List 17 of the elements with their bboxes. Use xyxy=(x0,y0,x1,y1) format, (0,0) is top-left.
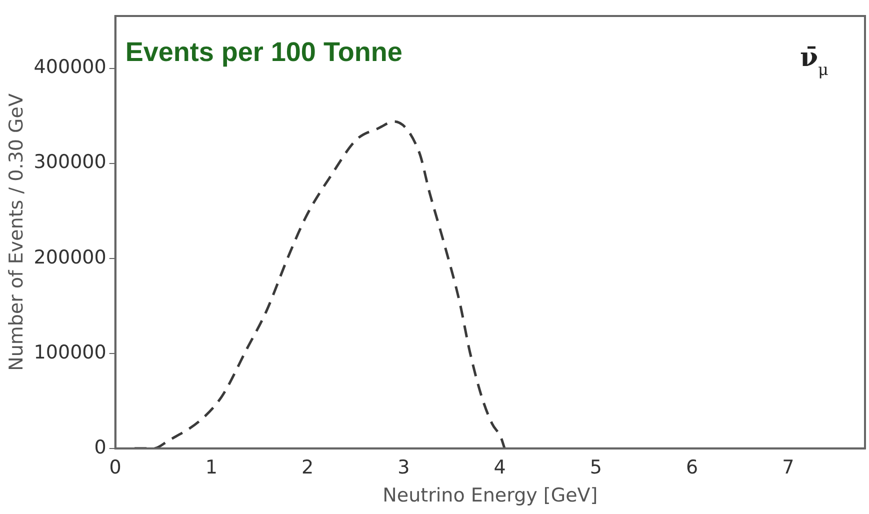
line-series xyxy=(133,120,506,448)
x-tick-label: 1 xyxy=(205,456,218,479)
y-tick-label: 0 xyxy=(94,436,106,458)
x-tick-label: 3 xyxy=(398,456,410,479)
y-tick-label: 300000 xyxy=(34,151,106,174)
x-tick-label: 6 xyxy=(686,456,698,479)
x-axis-title: Neutrino Energy [GeV] xyxy=(382,484,598,507)
y-tick-label: 200000 xyxy=(34,246,106,268)
x-tick-label: 2 xyxy=(302,456,314,479)
x-tick-label: 0 xyxy=(109,456,122,479)
y-tick-label: 100000 xyxy=(34,341,106,364)
x-tick-label: 7 xyxy=(782,456,794,479)
x-tick-label: 5 xyxy=(590,456,602,479)
y-axis-title: Number of Events / 0.30 GeV xyxy=(5,94,28,371)
text: Events per 100 Tonne xyxy=(125,37,402,67)
y-tick-label: 400000 xyxy=(34,56,106,78)
x-tick-label: 4 xyxy=(494,456,506,479)
